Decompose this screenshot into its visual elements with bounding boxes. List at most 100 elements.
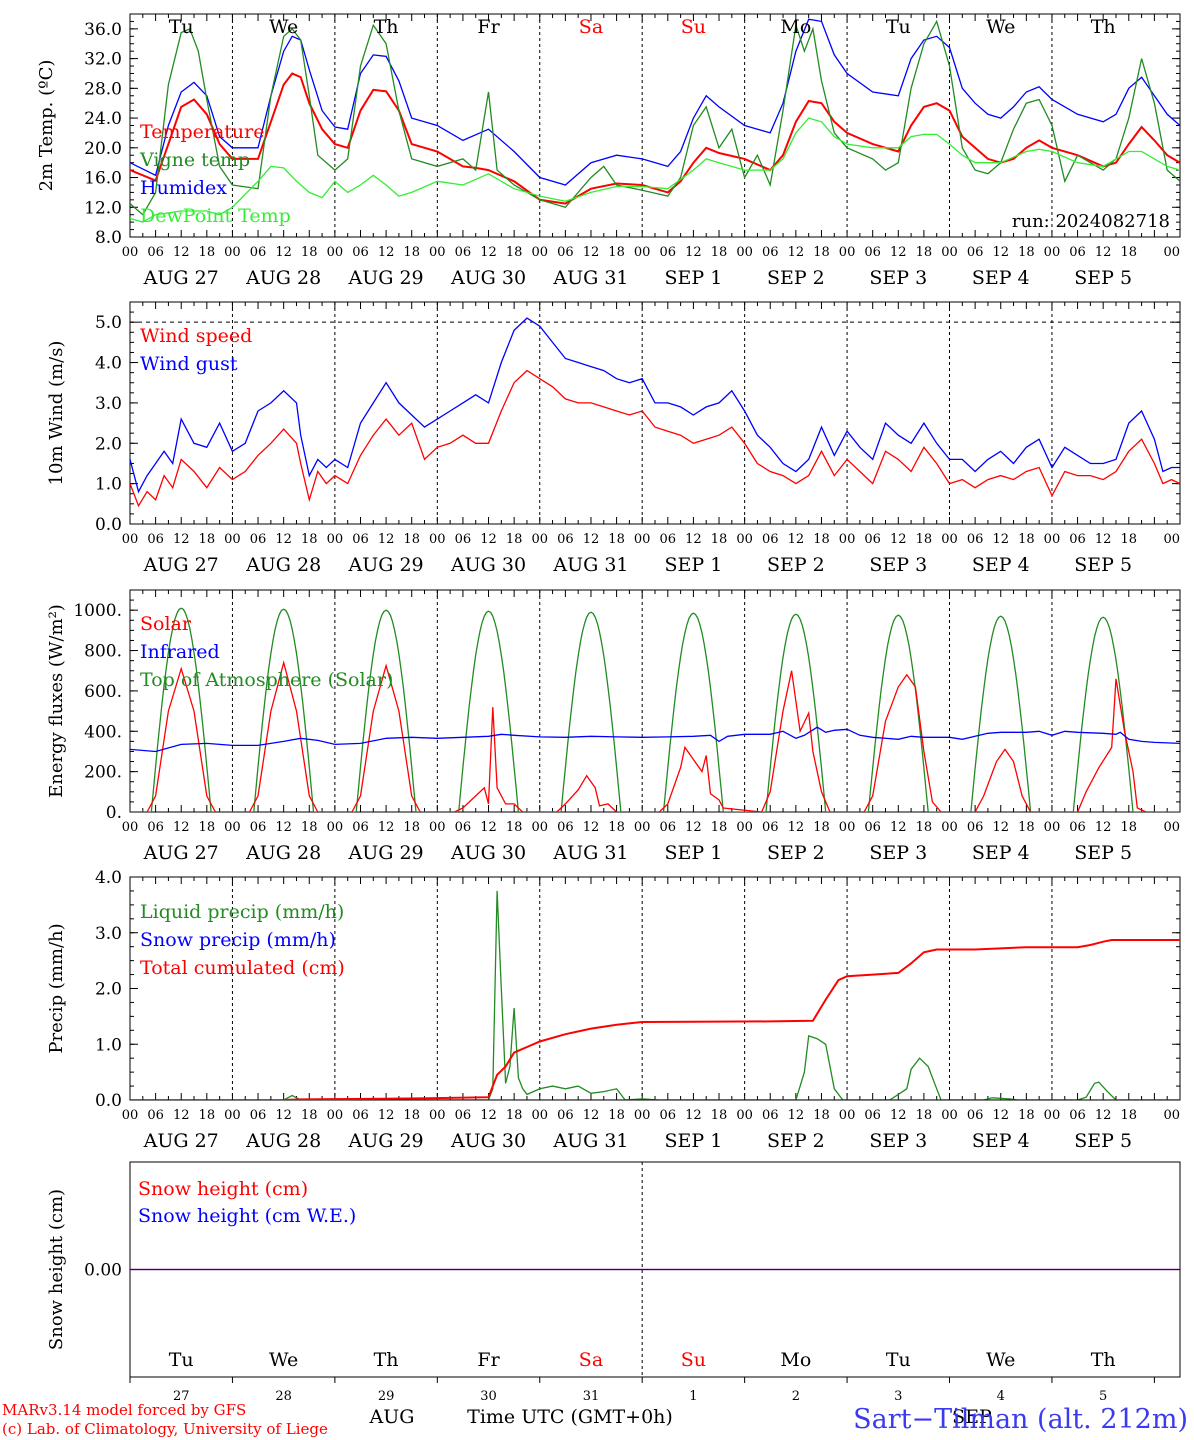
date-label: SEP 5 xyxy=(1074,554,1132,576)
hour-label: 18 xyxy=(199,820,216,835)
hour-label: 00 xyxy=(839,820,856,835)
hour-label: 06 xyxy=(250,245,267,260)
hour-label: 06 xyxy=(967,245,984,260)
x-axis-label: Time UTC (GMT+0h) xyxy=(467,1406,673,1428)
series-top-of-atmosphere-solar xyxy=(130,607,1155,812)
hour-label: 18 xyxy=(916,1108,933,1123)
day-number-label: 5 xyxy=(1099,1389,1107,1404)
hour-label: 00 xyxy=(634,532,651,547)
hour-label: 00 xyxy=(839,245,856,260)
hour-label: 12 xyxy=(583,820,600,835)
hour-label: 06 xyxy=(352,820,369,835)
hour-label: 18 xyxy=(301,1108,318,1123)
hour-label: 12 xyxy=(480,532,497,547)
day-number-label: 27 xyxy=(173,1389,190,1404)
hour-label: 06 xyxy=(147,245,164,260)
hour-label: 18 xyxy=(1018,245,1035,260)
date-label: AUG 28 xyxy=(245,554,321,576)
weekday-label: Th xyxy=(374,1349,399,1371)
hour-label: 06 xyxy=(762,820,779,835)
legend-entry: Humidex xyxy=(140,177,227,199)
date-label: SEP 5 xyxy=(1074,267,1132,289)
hour-label: 12 xyxy=(685,1108,702,1123)
date-label: SEP 5 xyxy=(1074,1130,1132,1152)
date-label: SEP 3 xyxy=(869,267,927,289)
hour-label: 12 xyxy=(275,532,292,547)
y-tick-label: 2.0 xyxy=(95,434,122,454)
hour-label: 00 xyxy=(224,820,241,835)
date-label: AUG 31 xyxy=(552,267,628,289)
day-number-label: 1 xyxy=(689,1389,697,1404)
hour-label: 00 xyxy=(839,1108,856,1123)
series-vigne-temp xyxy=(130,19,1180,216)
hour-label: 12 xyxy=(275,1108,292,1123)
hour-label: 12 xyxy=(173,245,190,260)
plot-frame xyxy=(129,301,1181,525)
hour-label: 00 xyxy=(531,1108,548,1123)
hour-label: 18 xyxy=(506,1108,523,1123)
weekday-label: Mo xyxy=(780,1349,811,1371)
hour-label: 18 xyxy=(403,1108,420,1123)
legend-entry: Top of Atmosphere (Solar) xyxy=(140,669,393,691)
hour-label: 18 xyxy=(1121,1108,1138,1123)
date-label: AUG 30 xyxy=(450,1130,526,1152)
hour-label: 00 xyxy=(429,1108,446,1123)
hour-label: 06 xyxy=(660,1108,677,1123)
hour-label: 06 xyxy=(557,532,574,547)
hour-label: 06 xyxy=(455,1108,472,1123)
hour-label: 18 xyxy=(506,820,523,835)
date-label: AUG 28 xyxy=(245,1130,321,1152)
hour-label: 00 xyxy=(736,1108,753,1123)
hour-label: 12 xyxy=(583,245,600,260)
hour-label: 18 xyxy=(608,1108,625,1123)
hour-label: 00 xyxy=(429,245,446,260)
weekday-label: Fr xyxy=(477,1349,500,1371)
hour-label: 12 xyxy=(992,820,1009,835)
hour-label: 12 xyxy=(378,820,395,835)
hour-label: 12 xyxy=(890,820,907,835)
y-tick-label: 0.0 xyxy=(95,515,122,535)
hour-label: 00 xyxy=(429,532,446,547)
hour-label: 18 xyxy=(403,532,420,547)
hour-label: 18 xyxy=(403,245,420,260)
hour-label: 00 xyxy=(122,820,139,835)
series-total-cumulated-cm xyxy=(283,939,1180,1100)
hour-label: 06 xyxy=(762,245,779,260)
hour-label: 00 xyxy=(634,1108,651,1123)
hour-label: 18 xyxy=(506,245,523,260)
hour-label: 18 xyxy=(711,245,728,260)
hour-label: 00 xyxy=(634,820,651,835)
hour-label: 06 xyxy=(352,532,369,547)
plot-frame xyxy=(129,13,1181,238)
hour-label: 06 xyxy=(1069,245,1086,260)
legend-entry: Temperature xyxy=(140,121,264,143)
hour-label: 18 xyxy=(916,532,933,547)
hour-label: 06 xyxy=(1069,820,1086,835)
hour-label: 00 xyxy=(1044,245,1061,260)
hour-label: 18 xyxy=(813,245,830,260)
series-infrared xyxy=(130,726,1180,753)
y-tick-label: 0. xyxy=(106,803,122,823)
station-label: Sart−Tilman (alt. 212m) xyxy=(853,1404,1188,1435)
hour-label: 12 xyxy=(173,532,190,547)
hour-label: 00 xyxy=(941,532,958,547)
hour-label: 06 xyxy=(147,532,164,547)
hour-label: 12 xyxy=(890,532,907,547)
legend-entry: Snow height (cm) xyxy=(138,1178,308,1200)
hour-label: 06 xyxy=(147,1108,164,1123)
hour-label: 12 xyxy=(173,820,190,835)
hour-label: 12 xyxy=(480,1108,497,1123)
day-number-label: 28 xyxy=(275,1389,292,1404)
date-label: AUG 29 xyxy=(348,267,424,289)
hour-label: 18 xyxy=(711,532,728,547)
hour-label: 06 xyxy=(864,532,881,547)
hour-label: 06 xyxy=(967,1108,984,1123)
day-number-label: 31 xyxy=(583,1389,600,1404)
weekday-label: Tu xyxy=(169,16,194,38)
hour-label: 18 xyxy=(403,820,420,835)
panel-5: 0.00 Snow height (cm) Snow height (cm) Snow… xyxy=(46,1161,1181,1428)
series-liquid-precip-mm-h xyxy=(130,890,1180,1100)
hour-label: 00 xyxy=(941,820,958,835)
y-tick-label: 32.0 xyxy=(84,50,122,70)
date-label: AUG 31 xyxy=(552,842,628,864)
